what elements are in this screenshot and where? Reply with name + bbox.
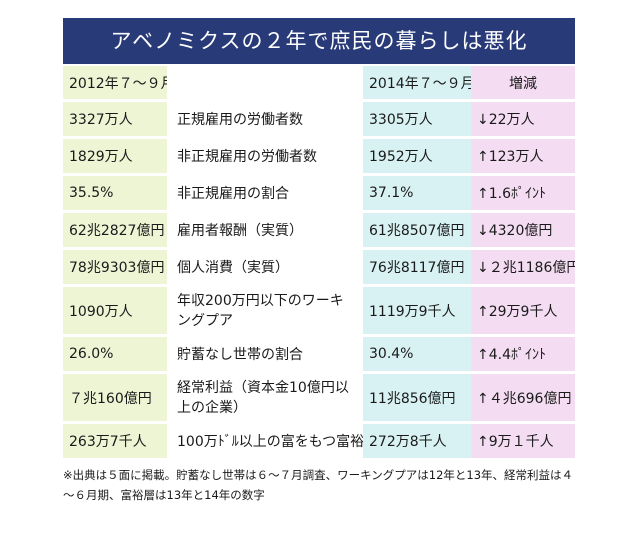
value-before: 1829万人	[63, 137, 167, 176]
header-before: 2012年７～９月	[63, 66, 167, 102]
comparison-table: 2012年７～９月 2014年７～９月 増減 3327万人 正規雇用の労働者数 …	[63, 66, 575, 461]
value-change: ↑9万１千人	[471, 422, 575, 461]
value-before: 1090万人	[63, 285, 167, 337]
item-label: 非正規雇用の割合	[167, 174, 363, 213]
value-before: 78兆9303億円	[63, 248, 167, 287]
item-label: 非正規雇用の労働者数	[167, 137, 363, 176]
value-before: 26.0%	[63, 335, 167, 374]
item-label: 経常利益（資本金10億円以上の企業）	[167, 372, 363, 424]
value-change: ↑1.6ﾎﾟｲﾝﾄ	[471, 174, 575, 213]
footnote: ※出典は５面に掲載。貯蓄なし世帯は６～７月調査、ワーキングプアは12年と13年、…	[63, 468, 574, 502]
value-change: ↑４兆696億円	[471, 372, 575, 424]
item-label: 正規雇用の労働者数	[167, 100, 363, 139]
infographic-table: アベノミクスの２年で庶民の暮らしは悪化 2012年７～９月 2014年７～９月 …	[63, 18, 575, 505]
table-row: 263万7千人 100万ﾄﾞﾙ以上の富をもつ富裕層 272万8千人 ↑9万１千人	[63, 422, 575, 461]
value-after: 1952万人	[363, 137, 471, 176]
value-before: 62兆2827億円	[63, 211, 167, 250]
table-row: 1090万人 年収200万円以下のワーキングプア 1119万9千人 ↑29万9千…	[63, 285, 575, 337]
value-after: 272万8千人	[363, 422, 471, 461]
item-label: 貯蓄なし世帯の割合	[167, 335, 363, 374]
value-change: ↑29万9千人	[471, 285, 575, 337]
item-label: 年収200万円以下のワーキングプア	[167, 285, 363, 337]
item-label: 雇用者報酬（実質）	[167, 211, 363, 250]
value-after: 3305万人	[363, 100, 471, 139]
item-label: 100万ﾄﾞﾙ以上の富をもつ富裕層	[167, 422, 363, 461]
header-change: 増減	[471, 66, 575, 102]
table-row: 78兆9303億円 個人消費（実質） 76兆8117億円 ↓２兆1186億円	[63, 248, 575, 287]
table-row: 62兆2827億円 雇用者報酬（実質） 61兆8507億円 ↓4320億円	[63, 211, 575, 250]
value-change: ↓22万人	[471, 100, 575, 139]
value-change: ↑123万人	[471, 137, 575, 176]
value-before: 263万7千人	[63, 422, 167, 461]
table-row: 1829万人 非正規雇用の労働者数 1952万人 ↑123万人	[63, 137, 575, 176]
header-after: 2014年７～９月	[363, 66, 471, 102]
table-row: 35.5% 非正規雇用の割合 37.1% ↑1.6ﾎﾟｲﾝﾄ	[63, 174, 575, 213]
value-before: ７兆160億円	[63, 372, 167, 424]
table-row: ７兆160億円 経常利益（資本金10億円以上の企業） 11兆856億円 ↑４兆6…	[63, 372, 575, 424]
value-after: 76兆8117億円	[363, 248, 471, 287]
value-after: 37.1%	[363, 174, 471, 213]
value-before: 35.5%	[63, 174, 167, 213]
header-row: 2012年７～９月 2014年７～９月 増減	[63, 66, 575, 102]
value-after: 61兆8507億円	[363, 211, 471, 250]
value-change: ↑4.4ﾎﾟｲﾝﾄ	[471, 335, 575, 374]
header-item	[167, 66, 363, 102]
value-change: ↓２兆1186億円	[471, 248, 575, 287]
item-label: 個人消費（実質）	[167, 248, 363, 287]
table-row: 26.0% 貯蓄なし世帯の割合 30.4% ↑4.4ﾎﾟｲﾝﾄ	[63, 335, 575, 374]
value-change: ↓4320億円	[471, 211, 575, 250]
table-row: 3327万人 正規雇用の労働者数 3305万人 ↓22万人	[63, 100, 575, 139]
table-title: アベノミクスの２年で庶民の暮らしは悪化	[63, 18, 575, 64]
value-after: 30.4%	[363, 335, 471, 374]
value-after: 11兆856億円	[363, 372, 471, 424]
value-before: 3327万人	[63, 100, 167, 139]
value-after: 1119万9千人	[363, 285, 471, 337]
